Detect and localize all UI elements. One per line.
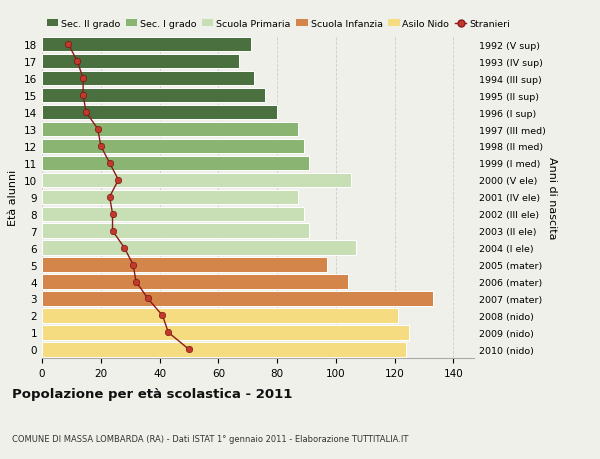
Bar [42,241,356,255]
Bar [42,55,239,69]
Legend: Sec. II grado, Sec. I grado, Scuola Primaria, Scuola Infanzia, Asilo Nido, Stran: Sec. II grado, Sec. I grado, Scuola Prim… [47,20,510,29]
Bar [42,38,251,52]
Point [108,211,118,218]
Point [81,109,91,117]
Text: COMUNE DI MASSA LOMBARDA (RA) - Dati ISTAT 1° gennaio 2011 - Elaborazione TUTTIT: COMUNE DI MASSA LOMBARDA (RA) - Dati IST… [12,434,409,442]
Point [79,92,88,100]
Point [119,245,129,252]
Point [164,329,173,336]
Bar [42,72,254,86]
Bar [42,106,277,120]
Y-axis label: Anni di nascita: Anni di nascita [547,156,557,239]
Bar [42,291,433,306]
Bar [42,157,310,171]
Bar [42,224,310,238]
Text: Popolazione per età scolastica - 2011: Popolazione per età scolastica - 2011 [12,387,292,400]
Bar [42,123,298,137]
Point [128,261,138,269]
Point [64,41,73,49]
Point [79,75,88,83]
Point [73,58,82,66]
Bar [42,325,409,340]
Point [96,143,106,150]
Bar [42,342,406,357]
Point [113,177,123,184]
Point [93,126,103,134]
Point [184,346,194,353]
Point [105,160,115,167]
Point [158,312,167,319]
Bar [42,275,347,289]
Y-axis label: Età alunni: Età alunni [8,169,19,225]
Point [131,278,141,285]
Bar [42,258,327,272]
Bar [42,173,350,188]
Bar [42,89,265,103]
Bar [42,190,298,205]
Bar [42,207,304,221]
Bar [42,308,398,323]
Bar [42,140,304,154]
Point [143,295,152,302]
Point [105,194,115,201]
Point [108,228,118,235]
